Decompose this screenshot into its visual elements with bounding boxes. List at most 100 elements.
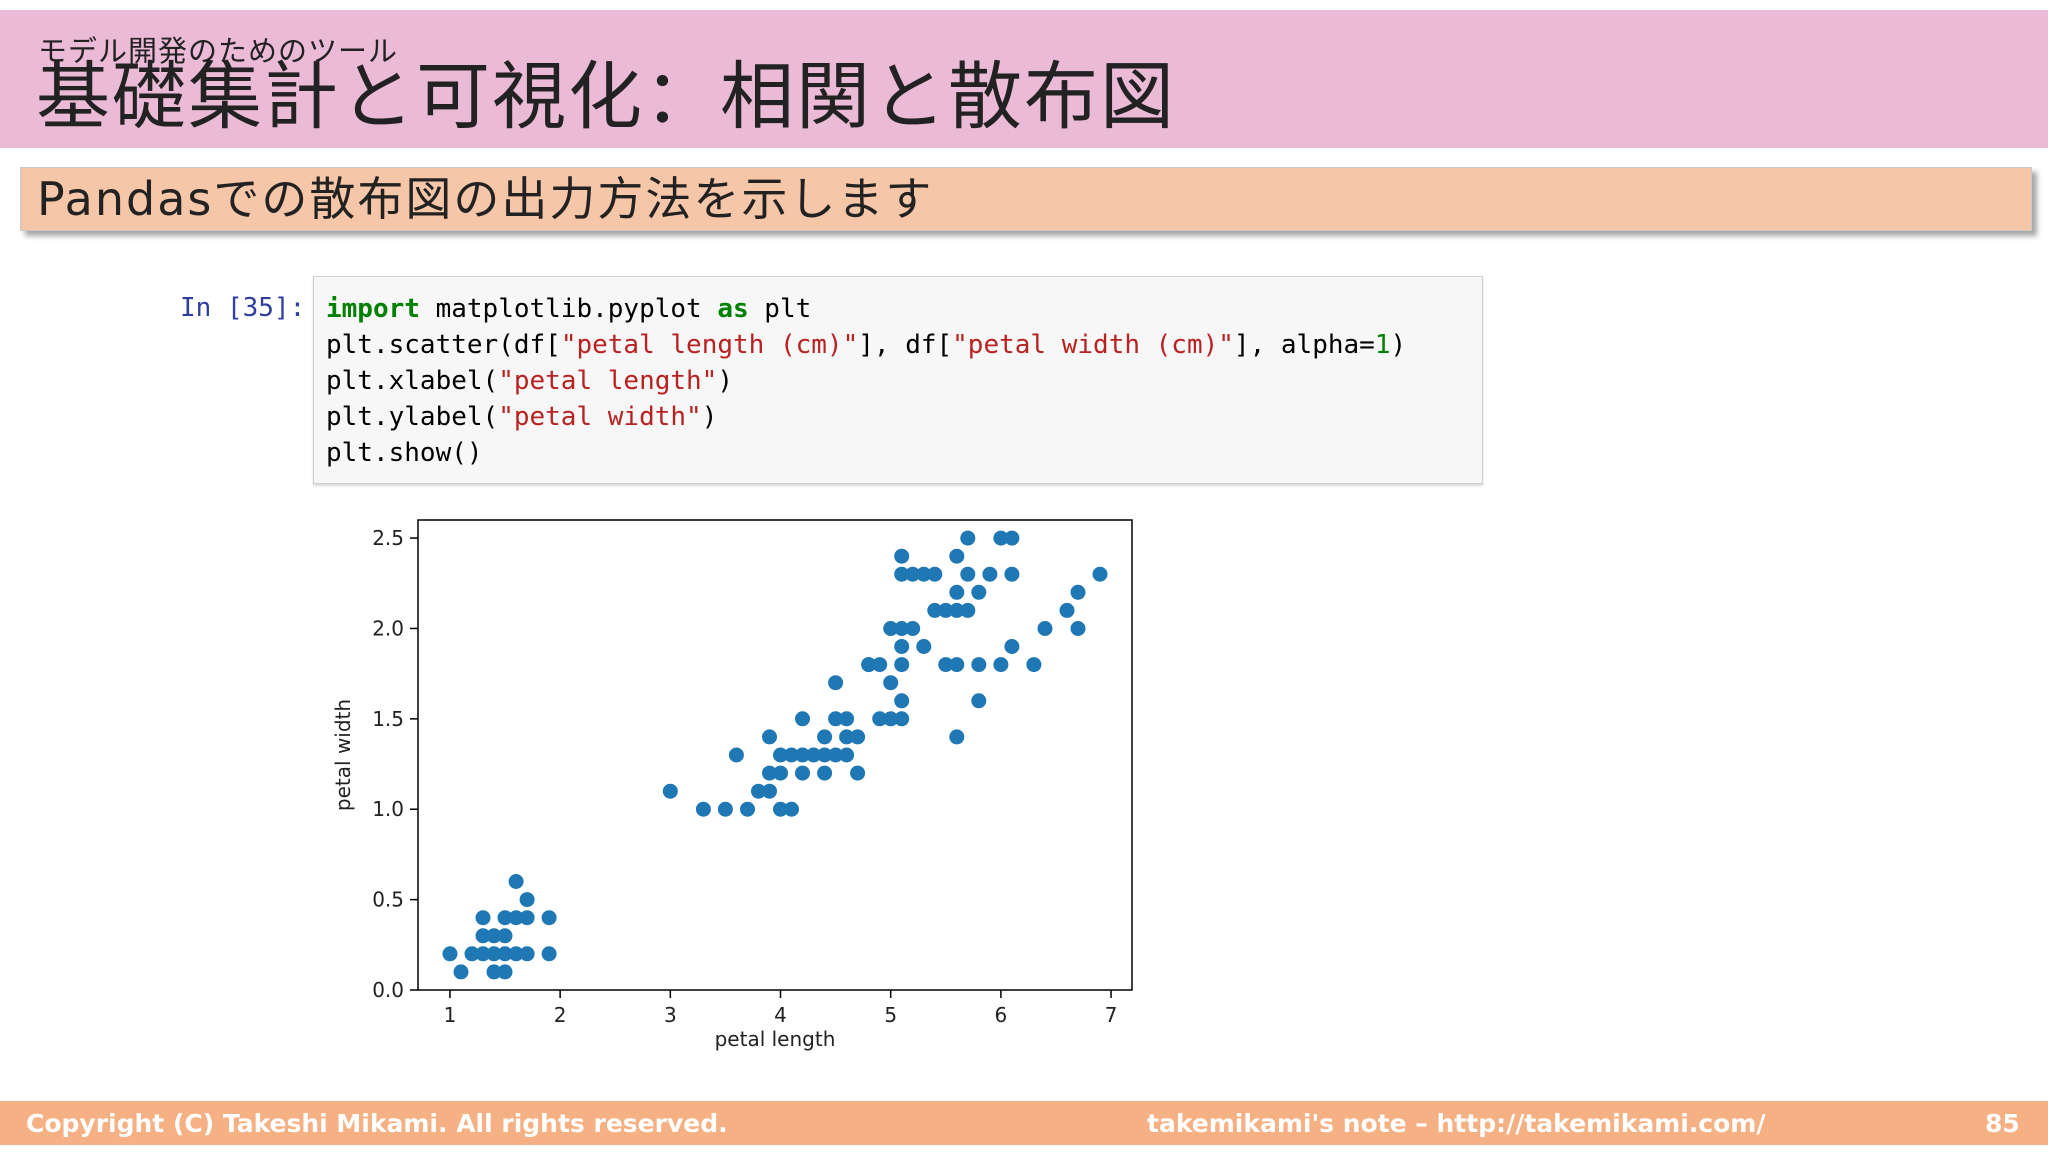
scatter-point — [883, 675, 899, 691]
scatter-point — [949, 657, 965, 673]
scatter-point — [993, 530, 1009, 546]
scatter-point — [894, 566, 910, 582]
scatter-point — [839, 711, 855, 727]
scatter-point — [938, 657, 954, 673]
x-tick-label: 1 — [444, 1003, 457, 1027]
scatter-point — [938, 602, 954, 618]
code-text: ) — [717, 366, 733, 396]
scatter-point — [817, 747, 833, 763]
scatter-point — [762, 729, 777, 745]
scatter-point — [960, 602, 976, 618]
scatter-point — [695, 801, 711, 817]
code-string: "petal length (cm)" — [560, 330, 859, 360]
scatter-point — [872, 657, 888, 673]
scatter-point — [960, 530, 976, 546]
y-tick-label: 1.0 — [372, 797, 404, 821]
section-banner: Pandasでの散布図の出力方法を示します — [20, 167, 2032, 231]
scatter-point — [541, 910, 557, 926]
x-tick-label: 4 — [774, 1003, 787, 1027]
scatter-point — [850, 729, 866, 745]
scatter-point — [817, 729, 833, 745]
scatter-point — [927, 602, 943, 618]
scatter-point — [442, 946, 458, 962]
y-tick-label: 2.0 — [372, 616, 404, 640]
scatter-point — [916, 566, 932, 582]
scatter-point — [806, 747, 822, 763]
scatter-point — [475, 946, 491, 962]
code-text: plt.show() — [326, 438, 483, 468]
scatter-point — [762, 783, 777, 799]
scatter-point — [960, 566, 976, 582]
scatter-point — [949, 584, 965, 600]
scatter-point — [508, 946, 524, 962]
scatter-point — [519, 946, 535, 962]
scatter-point — [541, 946, 557, 962]
scatter-point — [839, 747, 855, 763]
scatter-point — [728, 747, 744, 763]
footer-page-number: 85 — [1985, 1109, 2020, 1138]
scatter-point — [949, 729, 965, 745]
plot-frame — [417, 519, 1133, 991]
scatter-point — [740, 801, 755, 817]
footer-copyright: Copyright (C) Takeshi Mikami. All rights… — [26, 1109, 728, 1138]
scatter-point — [1070, 584, 1086, 600]
scatter-point — [784, 801, 799, 817]
scatter-point — [497, 910, 513, 926]
scatter-point — [828, 747, 844, 763]
scatter-point — [1059, 602, 1075, 618]
scatter-point — [817, 765, 833, 781]
code-text: ) — [1390, 330, 1407, 360]
y-tick-label: 1.5 — [372, 707, 404, 731]
scatter-point — [475, 928, 491, 944]
scatter-point — [1037, 621, 1053, 636]
scatter-point — [519, 910, 535, 926]
scatter-point — [662, 783, 678, 799]
scatter-point — [894, 693, 910, 709]
y-axis-label: petal width — [331, 699, 355, 811]
code-text: plt.xlabel( — [326, 366, 499, 396]
scatter-point — [894, 711, 910, 727]
scatter-point — [795, 747, 810, 763]
slide-footer: Copyright (C) Takeshi Mikami. All rights… — [0, 1101, 2048, 1145]
scatter-point — [497, 964, 513, 980]
points-layer — [442, 530, 1108, 980]
scatter-point — [497, 928, 513, 944]
y-tick-label: 0.0 — [372, 978, 404, 1002]
scatter-point — [916, 639, 932, 654]
x-tick-label: 6 — [995, 1003, 1008, 1027]
code-text: ], alpha= — [1233, 330, 1375, 360]
scatter-point — [905, 621, 921, 636]
scatter-point — [475, 910, 491, 926]
scatter-point — [773, 747, 788, 763]
slide-title: 基礎集計と可視化：相関と散布図 — [36, 54, 1176, 140]
code-number: 1 — [1374, 330, 1391, 360]
x-tick-label: 5 — [884, 1003, 897, 1027]
scatter-point — [1092, 566, 1108, 582]
scatter-point — [861, 657, 877, 673]
x-tick-label: 3 — [664, 1003, 677, 1027]
scatter-point — [486, 964, 502, 980]
x-axis-label: petal length — [715, 1027, 836, 1051]
scatter-point — [905, 566, 921, 582]
scatter-point — [784, 747, 799, 763]
y-axis: 0.0 0.5 1.0 1.5 2.0 2.5 — [372, 526, 418, 1002]
scatter-point — [982, 566, 998, 582]
scatter-point — [453, 964, 469, 980]
code-cell[interactable]: import matplotlib.pyplot as plt plt.scat… — [313, 276, 1483, 484]
code-text: plt — [748, 294, 812, 324]
scatter-point — [1004, 566, 1020, 582]
scatter-point — [949, 602, 965, 618]
scatter-point — [828, 711, 844, 727]
scatter-point — [497, 946, 513, 962]
x-tick-label: 2 — [554, 1003, 567, 1027]
scatter-point — [883, 621, 899, 636]
code-text: matplotlib.pyplot — [419, 294, 718, 324]
slide-subtitle: モデル開発のためのツール — [38, 34, 399, 68]
scatter-point — [1004, 639, 1020, 654]
code-text: plt.ylabel( — [326, 402, 499, 432]
x-axis: 1 2 3 4 5 6 7 — [444, 990, 1117, 1027]
scatter-point — [949, 548, 965, 564]
scatter-point — [773, 801, 788, 817]
scatter-point — [828, 675, 844, 691]
